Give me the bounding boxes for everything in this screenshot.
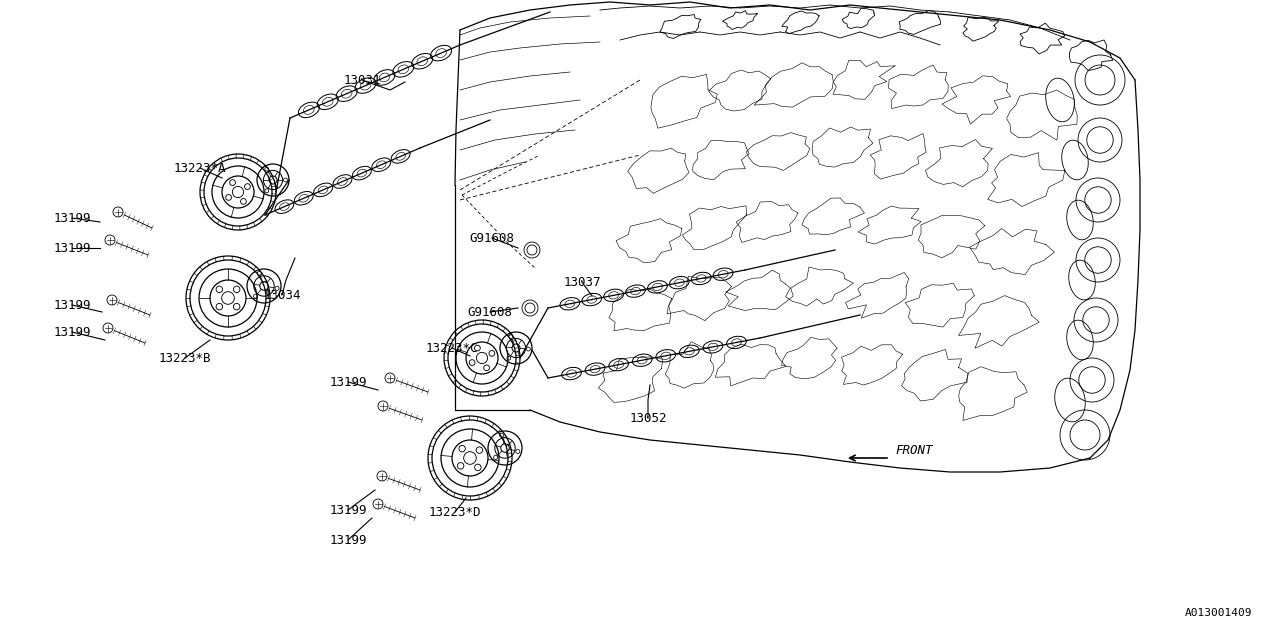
Text: 13223*D: 13223*D [429,506,481,518]
Text: 13199: 13199 [54,326,91,339]
Text: 13223*A: 13223*A [174,161,227,175]
Text: 13199: 13199 [329,534,367,547]
Text: 13199: 13199 [329,504,367,516]
Text: 13052: 13052 [630,412,667,424]
Text: 13199: 13199 [54,241,91,255]
Text: FRONT: FRONT [895,444,933,456]
Text: 13034: 13034 [264,289,301,301]
Text: 13223*C: 13223*C [426,342,479,355]
Text: 13199: 13199 [54,298,91,312]
Text: 13037: 13037 [563,275,600,289]
Text: G91608: G91608 [467,305,512,319]
Text: 13199: 13199 [54,211,91,225]
Text: 13223*B: 13223*B [159,351,211,365]
Text: 13199: 13199 [329,376,367,388]
Text: 13031: 13031 [343,74,380,86]
Text: A013001409: A013001409 [1184,608,1252,618]
Text: G91608: G91608 [470,232,515,244]
